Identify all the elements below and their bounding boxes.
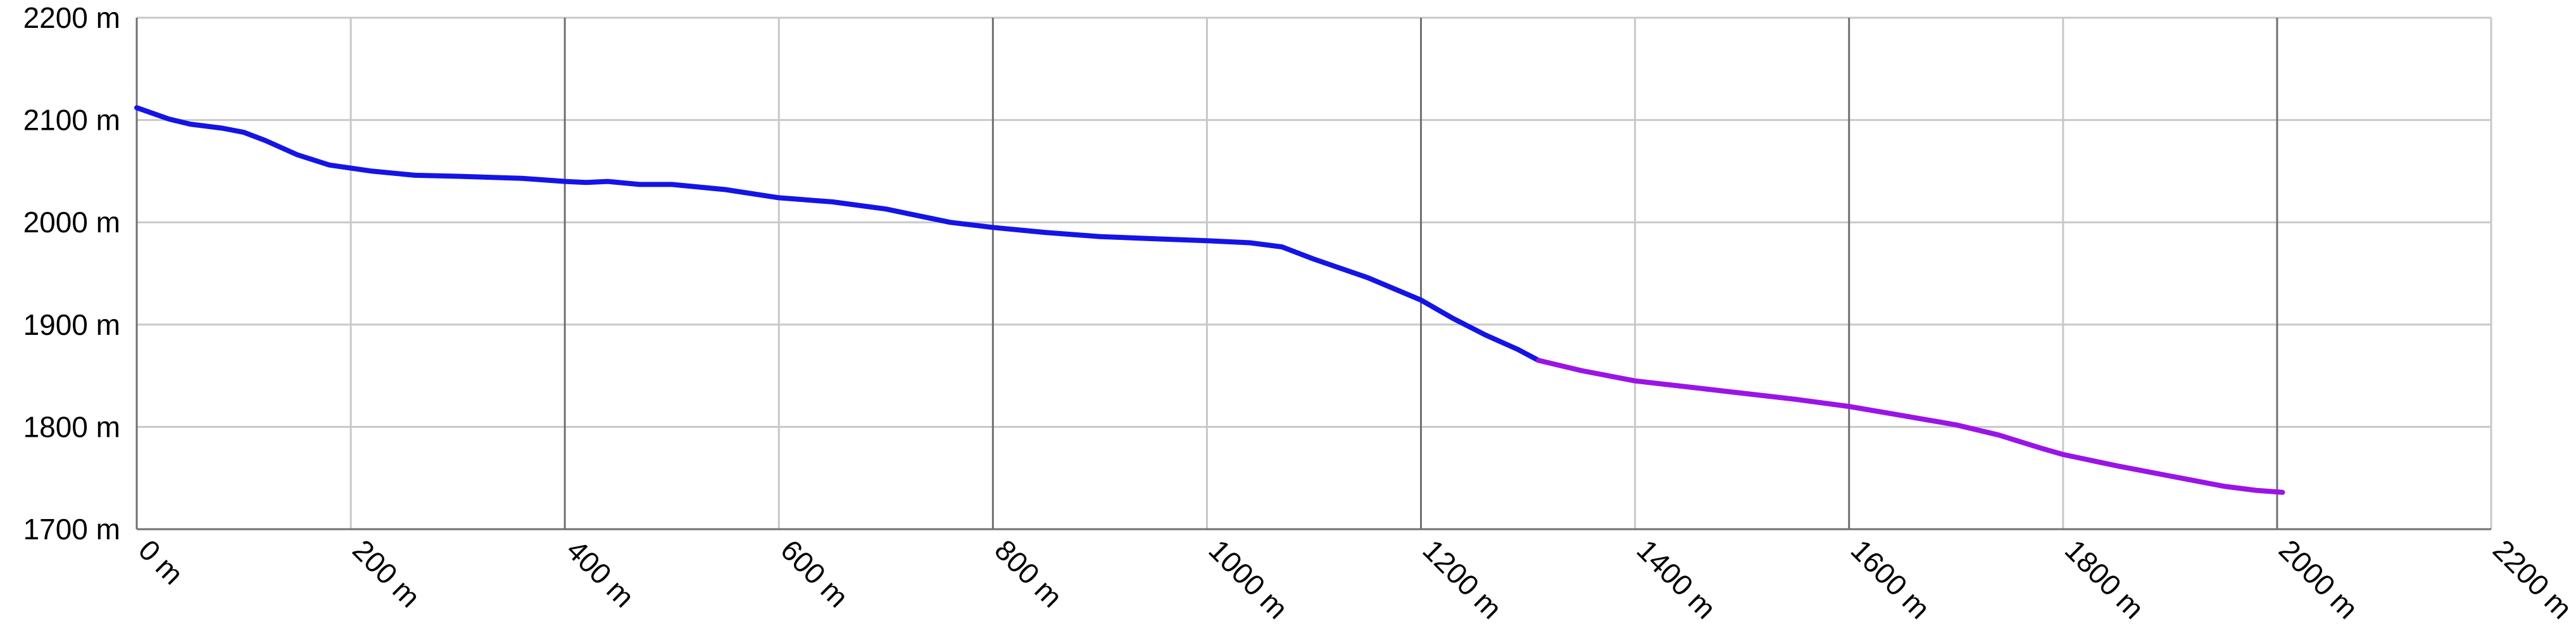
x-tick-label: 0 m <box>132 533 190 591</box>
axes <box>135 18 2491 530</box>
y-tick-label: 2000 m <box>23 206 120 239</box>
x-tick-label: 1000 m <box>1202 533 1294 625</box>
x-tick-label: 1800 m <box>2059 533 2151 625</box>
y-tick-label: 1800 m <box>23 410 120 443</box>
y-tick-label: 1900 m <box>23 308 120 341</box>
series-line-2 <box>1536 358 2285 495</box>
x-tick-label: 400 m <box>560 533 641 613</box>
x-tick-label: 1200 m <box>1416 533 1508 625</box>
x-tick-label: 2000 m <box>2273 533 2365 625</box>
y-tick-label: 2100 m <box>23 104 120 137</box>
x-tick-labels: 0 m 200 m 400 m 600 m 800 m 1000 m 1200 m 1400 … <box>132 533 2576 625</box>
y-tick-label: 1700 m <box>23 513 120 546</box>
x-tick-label: 600 m <box>774 533 855 613</box>
y-tick-labels: 1700 m 1800 m 1900 m 2000 m 2100 m 2200 m <box>23 1 120 546</box>
y-tick-label: 2200 m <box>23 1 120 34</box>
grid <box>137 16 2492 529</box>
x-tick-label: 800 m <box>988 533 1069 613</box>
x-tick-label: 2200 m <box>2487 533 2576 625</box>
series-line-1 <box>134 105 1542 363</box>
x-tick-label: 1600 m <box>1845 533 1937 625</box>
x-tick-label: 1400 m <box>1631 533 1723 625</box>
series-group <box>134 105 2285 495</box>
x-tick-label: 200 m <box>346 533 427 613</box>
